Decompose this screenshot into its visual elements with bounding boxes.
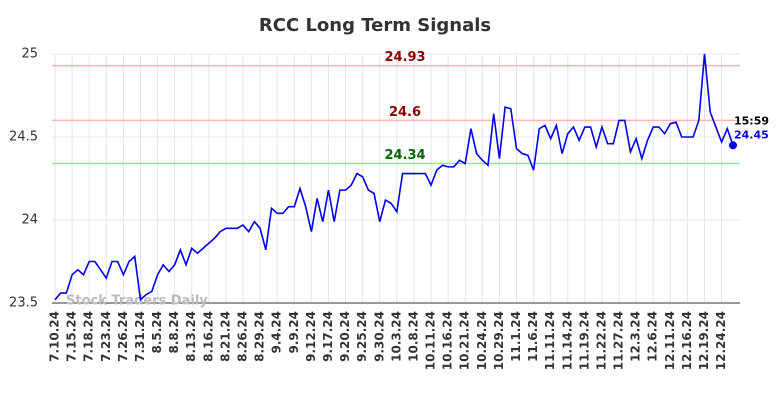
x-tick-label: 7.10.24 — [48, 311, 62, 362]
x-tick-label: 11.14.24 — [560, 311, 574, 370]
x-tick-label: 11.6.24 — [526, 311, 540, 362]
x-tick-label: 9.17.24 — [321, 311, 335, 362]
y-tick-label: 24 — [21, 213, 38, 228]
x-tick-label: 12.3.24 — [629, 311, 643, 362]
last-value-label: 24.45 — [734, 128, 769, 141]
x-tick-label: 7.26.24 — [116, 311, 130, 362]
x-tick-label: 10.3.24 — [389, 311, 403, 362]
x-tick-label: 8.5.24 — [150, 311, 164, 354]
x-tick-label: 9.12.24 — [304, 311, 318, 362]
x-tick-label: 11.19.24 — [577, 311, 591, 370]
x-tick-label: 8.26.24 — [236, 311, 250, 362]
x-tick-label: 12.6.24 — [646, 311, 660, 362]
x-tick-label: 8.16.24 — [201, 311, 215, 362]
x-tick-label: 10.8.24 — [406, 311, 420, 362]
signal-label: 24.6 — [389, 105, 421, 120]
x-tick-label: 12.11.24 — [663, 311, 677, 370]
time-label: 15:59 — [734, 114, 769, 127]
price-line — [54, 53, 734, 302]
x-tick-label: 9.4.24 — [270, 311, 284, 354]
x-tick-label: 10.24.24 — [475, 311, 489, 370]
x-tick-label: 7.31.24 — [133, 311, 147, 362]
last-point — [729, 141, 737, 150]
y-tick-label: 23.5 — [9, 296, 38, 311]
x-tick-label: 12.16.24 — [680, 311, 694, 370]
x-tick-label: 9.30.24 — [372, 311, 386, 362]
x-tick-label: 12.24.24 — [714, 311, 728, 370]
chart-title: RCC Long Term Signals — [259, 15, 491, 36]
x-tick-label: 10.11.24 — [424, 311, 438, 370]
y-tick-label: 25 — [21, 47, 38, 62]
signal-label: 24.34 — [384, 148, 425, 163]
x-tick-label: 10.29.24 — [492, 311, 506, 370]
x-tick-label: 8.21.24 — [218, 311, 232, 362]
x-tick-label: 9.25.24 — [355, 311, 369, 362]
x-tick-label: 11.11.24 — [543, 311, 557, 370]
x-tick-label: 8.13.24 — [184, 311, 198, 362]
x-tick-label: 10.16.24 — [441, 311, 455, 370]
y-tick-label: 24.5 — [9, 130, 38, 145]
x-tick-label: 7.23.24 — [99, 311, 113, 362]
x-tick-label: 8.29.24 — [253, 311, 267, 362]
x-tick-label: 9.20.24 — [338, 311, 352, 362]
watermark: Stock Traders Daily — [66, 294, 208, 309]
x-tick-label: 7.18.24 — [82, 311, 96, 362]
signal-label: 24.93 — [384, 50, 425, 65]
x-tick-label: 8.8.24 — [167, 311, 181, 354]
x-tick-label: 12.19.24 — [697, 311, 711, 370]
x-tick-label: 7.15.24 — [65, 311, 79, 362]
x-tick-label: 11.27.24 — [612, 311, 626, 370]
x-tick-label: 11.1.24 — [509, 311, 523, 362]
x-tick-label: 9.9.24 — [287, 311, 301, 354]
x-tick-label: 11.22.24 — [594, 311, 608, 370]
x-tick-label: 10.21.24 — [458, 311, 472, 370]
